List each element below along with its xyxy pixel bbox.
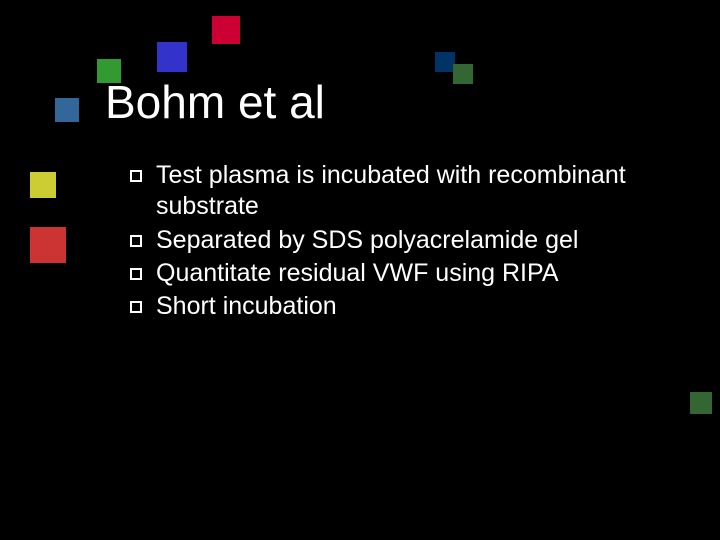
list-item: Short incubation [130, 291, 690, 322]
list-item: Test plasma is incubated with recombinan… [130, 160, 690, 223]
bullet-list: Test plasma is incubated with recombinan… [130, 160, 690, 324]
bullet-text: Short incubation [156, 291, 337, 322]
bullet-marker-icon [130, 235, 142, 247]
deco-square-0 [55, 98, 79, 122]
deco-square-4 [435, 52, 455, 72]
bullet-marker-icon [130, 268, 142, 280]
bullet-text: Quantitate residual VWF using RIPA [156, 258, 559, 289]
deco-square-7 [30, 227, 66, 263]
deco-square-6 [30, 172, 56, 198]
deco-square-8 [690, 392, 712, 414]
bullet-text: Test plasma is incubated with recombinan… [156, 160, 690, 223]
slide-title: Bohm et al [105, 75, 325, 129]
deco-square-3 [212, 16, 240, 44]
deco-square-2 [157, 42, 187, 72]
deco-square-5 [453, 64, 473, 84]
bullet-marker-icon [130, 170, 142, 182]
bullet-text: Separated by SDS polyacrelamide gel [156, 225, 578, 256]
list-item: Separated by SDS polyacrelamide gel [130, 225, 690, 256]
list-item: Quantitate residual VWF using RIPA [130, 258, 690, 289]
bullet-marker-icon [130, 301, 142, 313]
